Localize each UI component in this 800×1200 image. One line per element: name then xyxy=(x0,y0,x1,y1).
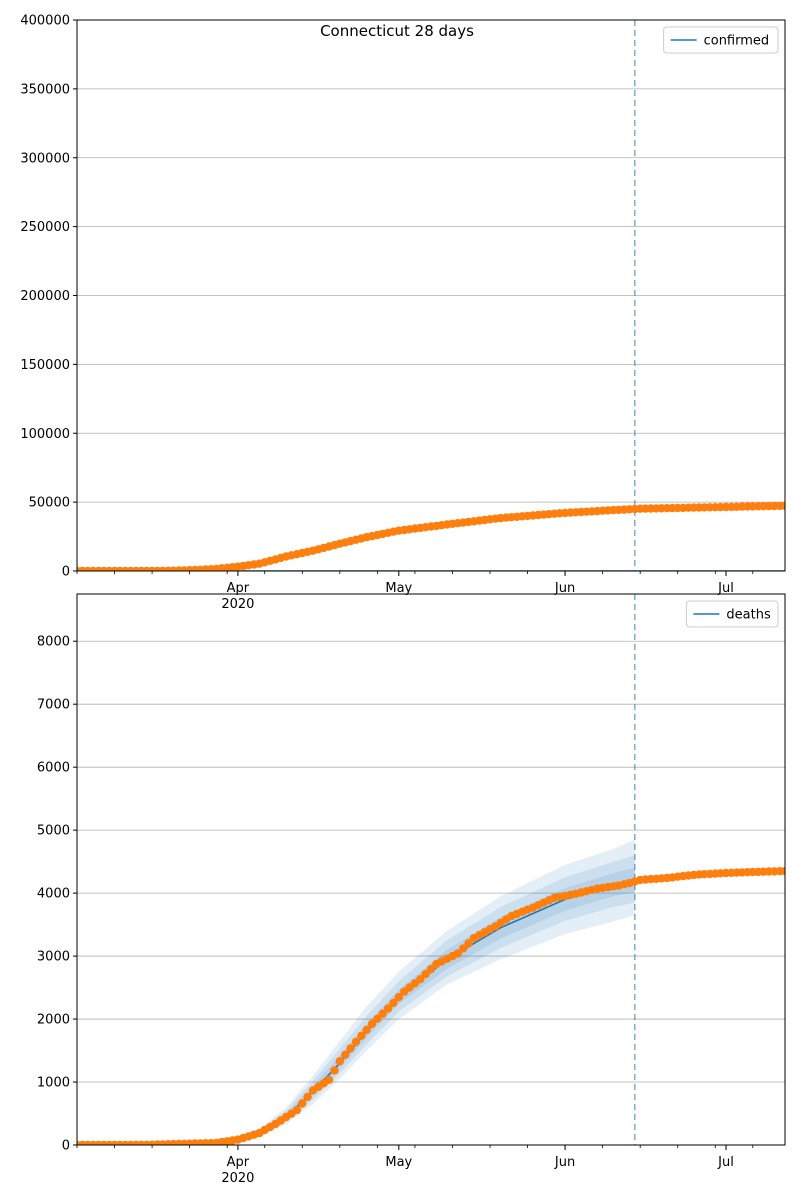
y-tick-label: 3000 xyxy=(37,950,70,965)
axes-frame xyxy=(76,593,786,1146)
data-point xyxy=(383,1004,393,1013)
data-point xyxy=(367,1019,377,1028)
data-point xyxy=(780,501,785,510)
legend-box xyxy=(685,600,779,628)
data-point xyxy=(303,1092,312,1102)
y-tick-label: 6000 xyxy=(37,761,70,776)
data-point xyxy=(357,1031,366,1041)
legend-label: deaths xyxy=(726,608,771,623)
x-tick-year-label: 2020 xyxy=(221,1171,254,1186)
y-tick-label: 400000 xyxy=(20,14,70,29)
y-tick-label: 7000 xyxy=(37,698,70,713)
x-tick-label: Apr xyxy=(227,1155,250,1170)
data-point xyxy=(780,866,785,876)
data-point xyxy=(346,1044,355,1053)
x-tick-label: May xyxy=(385,1155,412,1170)
data-point xyxy=(330,1066,339,1075)
data-point xyxy=(292,1105,302,1115)
y-tick-label: 200000 xyxy=(20,289,70,304)
y-tick-label: 5000 xyxy=(37,824,70,839)
data-point xyxy=(335,1057,344,1066)
x-tick-label: Jul xyxy=(717,1155,734,1170)
chart-title: Connecticut 28 days xyxy=(320,22,474,40)
data-point xyxy=(421,969,430,979)
data-point xyxy=(464,939,473,948)
data-point xyxy=(416,975,425,984)
x-tick-label: Jun xyxy=(554,581,575,596)
data-point xyxy=(426,964,436,974)
y-tick-label: 8000 xyxy=(37,635,70,650)
data-point xyxy=(298,1099,307,1108)
data-point xyxy=(341,1050,350,1059)
y-tick-label: 300000 xyxy=(20,151,70,166)
x-tick-label: Jun xyxy=(554,1155,575,1170)
data-point xyxy=(378,1009,387,1018)
x-tick-year-label: 2020 xyxy=(221,597,254,612)
prediction-band xyxy=(216,867,635,1143)
y-tick-label: 0 xyxy=(62,1139,70,1154)
x-tick-label: Jul xyxy=(717,581,734,596)
data-point xyxy=(453,949,462,958)
data-point xyxy=(389,998,398,1008)
x-tick-label: May xyxy=(385,581,412,596)
y-tick-label: 350000 xyxy=(20,82,70,97)
data-point xyxy=(324,1075,334,1085)
legend-box xyxy=(663,26,779,54)
y-tick-label: 250000 xyxy=(20,220,70,235)
y-tick-label: 0 xyxy=(62,565,70,580)
legend-label: confirmed xyxy=(704,34,770,49)
data-point xyxy=(459,944,468,953)
prediction-band xyxy=(216,855,635,1143)
y-tick-label: 2000 xyxy=(37,1013,70,1028)
confirmed-panel: 0 50000 100000 150000 200000 250000 300000 3500… xyxy=(20,14,786,612)
x-tick-label: Apr xyxy=(227,581,250,596)
data-point xyxy=(351,1037,361,1047)
y-tick-label: 50000 xyxy=(29,496,70,511)
data-point xyxy=(394,993,403,1002)
y-tick-label: 4000 xyxy=(37,887,70,902)
deaths-panel: 010002000300040005000600070008000Apr2020… xyxy=(37,593,786,1186)
y-tick-label: 1000 xyxy=(37,1076,70,1091)
data-point xyxy=(373,1014,382,1023)
data-point xyxy=(362,1025,371,1035)
y-tick-label: 100000 xyxy=(20,427,70,442)
y-tick-label: 150000 xyxy=(20,358,70,373)
